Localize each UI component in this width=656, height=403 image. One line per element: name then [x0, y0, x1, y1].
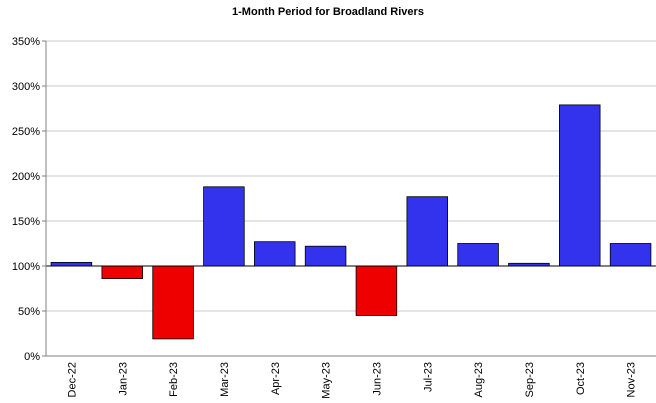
- y-tick-label: 200%: [12, 171, 40, 183]
- x-tick-label: Apr-23: [270, 362, 282, 395]
- bar-aug-23: [457, 243, 499, 267]
- x-tick-label: Nov-23: [626, 362, 638, 397]
- y-tick-label: 150%: [12, 216, 40, 228]
- x-tick-label: Sep-23: [524, 362, 536, 397]
- bar-mar-23: [203, 186, 245, 267]
- tick-labels: 0% 50% 100% 150% 200% 250% 300% 350% Dec-22 Jan-2…: [12, 36, 638, 399]
- x-tick-label: Jan-23: [117, 362, 129, 396]
- y-tick-label: 100%: [12, 261, 40, 273]
- bar-apr-23: [254, 241, 296, 267]
- x-tick-label: May-23: [321, 362, 333, 399]
- bar-jul-23: [406, 196, 448, 267]
- x-tick-label: Jun-23: [371, 362, 383, 396]
- axes: [42, 40, 656, 357]
- y-tick-label: 50%: [18, 306, 40, 318]
- bar-may-23: [304, 245, 347, 267]
- bar-nov-23: [609, 243, 652, 267]
- x-tick-label: Oct-23: [575, 362, 587, 395]
- y-tick-label: 250%: [12, 126, 40, 138]
- x-tick-label: Jul-23: [422, 362, 434, 392]
- x-tick-label: Aug-23: [473, 362, 485, 397]
- bar-jun-23: [355, 265, 398, 316]
- bar-oct-23: [559, 104, 601, 267]
- bar-dec-22: [50, 261, 93, 267]
- x-tick-label: Mar-23: [219, 362, 231, 397]
- y-tick-label: 300%: [12, 81, 40, 93]
- chart-title: 1-Month Period for Broadland Rivers: [232, 6, 424, 18]
- bar-jan-23: [101, 265, 143, 280]
- bars: [50, 104, 652, 340]
- x-tick-label: Feb-23: [168, 362, 180, 397]
- y-tick-label: 0%: [24, 351, 40, 363]
- y-tick-label: 350%: [12, 36, 40, 48]
- bar-feb-23: [152, 265, 194, 340]
- x-tick-label: Dec-22: [66, 362, 78, 397]
